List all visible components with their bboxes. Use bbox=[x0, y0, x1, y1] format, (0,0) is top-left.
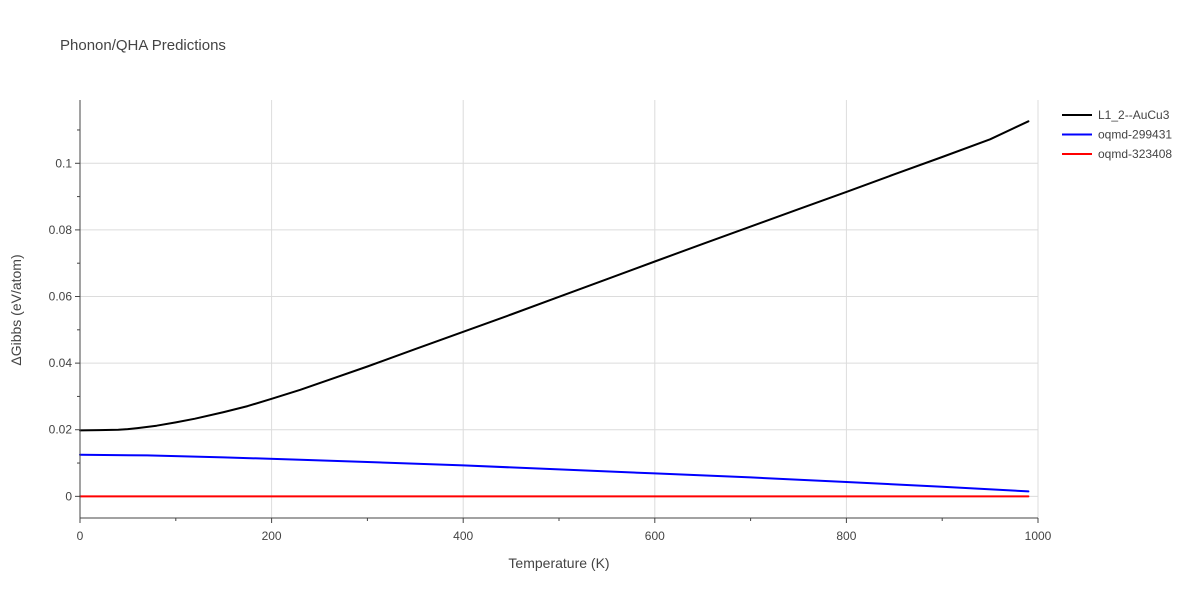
y-tick-label: 0 bbox=[65, 489, 72, 503]
chart-title: Phonon/QHA Predictions bbox=[60, 37, 226, 54]
legend-label: oqmd-299431 bbox=[1098, 128, 1172, 142]
series-layer bbox=[79, 120, 1030, 498]
x-tick-label: 0 bbox=[77, 529, 84, 543]
series-line-1 bbox=[79, 120, 1030, 432]
legend-item[interactable]: oqmd-323408 bbox=[1062, 147, 1172, 161]
x-axis-title: Temperature (K) bbox=[508, 555, 609, 571]
legend[interactable]: L1_2--AuCu3 oqmd-299431 oqmd-323408 bbox=[1062, 108, 1172, 161]
legend-label: L1_2--AuCu3 bbox=[1098, 108, 1170, 122]
axes: 0 200 400 600 800 1000 0 0.02 0.04 0.06 0.08 0.1 bbox=[49, 100, 1052, 543]
legend-item[interactable]: oqmd-299431 bbox=[1062, 128, 1172, 142]
series-line-2 bbox=[79, 453, 1030, 493]
x-tick-label: 400 bbox=[453, 529, 473, 543]
y-axis-title: ΔGibbs (eV/atom) bbox=[8, 254, 24, 365]
legend-item[interactable]: L1_2--AuCu3 bbox=[1062, 108, 1170, 122]
y-tick-label: 0.08 bbox=[49, 223, 73, 237]
x-tick-label: 1000 bbox=[1025, 529, 1052, 543]
y-tick-label: 0.1 bbox=[55, 156, 72, 170]
y-tick-label: 0.04 bbox=[49, 356, 73, 370]
y-tick-label: 0.06 bbox=[49, 290, 73, 304]
x-tick-label: 600 bbox=[645, 529, 665, 543]
x-tick-label: 200 bbox=[262, 529, 282, 543]
legend-label: oqmd-323408 bbox=[1098, 147, 1172, 161]
y-tick-label: 0.02 bbox=[49, 423, 73, 437]
x-tick-label: 800 bbox=[836, 529, 856, 543]
